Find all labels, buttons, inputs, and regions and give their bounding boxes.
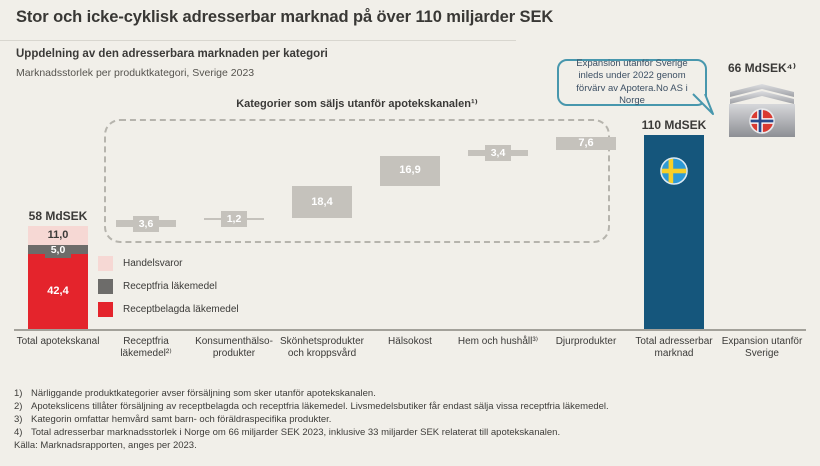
stacked-segment (28, 226, 88, 246)
bar-value-chip: 1,2 (221, 211, 247, 228)
title-divider (0, 40, 516, 41)
legend-item: Receptfria läkemedel (98, 279, 239, 294)
group-box-outline (104, 119, 610, 243)
legend-item: Handelsvaror (98, 256, 239, 271)
expansion-box (729, 104, 795, 137)
group-box-heading: Kategorier som säljs utanför apotekskana… (236, 98, 478, 110)
waterfall-bar (556, 136, 616, 150)
axis-label: Hälsokost (388, 336, 432, 347)
chart-description: Marknadsstorlek per produktkategori, Sve… (16, 67, 255, 79)
axis-label: Skönhetsprodukter och kroppsvård (280, 336, 364, 359)
x-axis-line (14, 329, 806, 331)
source-text: Källa: Marknadsrapporten, anges per 2023… (14, 440, 197, 451)
norway-flag-icon (749, 107, 775, 134)
sweden-flag-icon (660, 157, 688, 185)
callout-bubble: Expansion utanför Sverige inleds under 2… (557, 57, 707, 106)
footnote-number: 2) (14, 401, 23, 412)
total-bar-value-label: 110 MdSEK (641, 118, 707, 132)
stacked-segment (28, 254, 88, 329)
bar-value-label: 18,4 (311, 195, 333, 208)
footnote: 4) Total adresserbar marknadsstorlek i N… (14, 426, 798, 439)
footnote: 2) Apotekslicens tillåter försäljning av… (14, 400, 798, 413)
expansion-chevrons-icon (730, 84, 794, 104)
legend-label: Handelsvaror (123, 258, 183, 269)
chart-subtitle: Uppdelning av den adresserbara marknaden… (16, 48, 328, 60)
expansion-value-label: 66 MdSEK⁴⁾ (727, 61, 797, 75)
legend-label: Receptfria läkemedel (123, 281, 217, 292)
waterfall-bar (380, 155, 440, 186)
footnote-text: Kategorin omfattar hemvård samt barn- oc… (31, 414, 332, 425)
bar-value-chip: 5,0 (45, 241, 71, 258)
axis-label: Djurprodukter (555, 336, 617, 347)
axis-label: Hem och hushåll³⁾ (457, 336, 539, 347)
axis-label: Receptfria läkemedel²⁾ (120, 336, 172, 359)
start-bar-total-label: 58 MdSEK (28, 209, 88, 223)
bar-value-label: 11,0 (47, 229, 69, 241)
footnote: 3) Kategorin omfattar hemvård samt barn-… (14, 413, 798, 426)
legend-item: Receptbelagda läkemedel (98, 302, 239, 317)
callout-tail-icon (692, 93, 714, 115)
axis-label: Total adresserbar marknad (635, 336, 713, 359)
bar-value-label: 42,4 (47, 285, 69, 298)
legend: Handelsvaror Receptfria läkemedel Recept… (98, 256, 239, 325)
bar-value-label: 16,9 (399, 163, 421, 176)
axis-label: Konsumenthälso-produkter (195, 336, 273, 359)
bar-value-chip: 3,6 (133, 215, 159, 232)
footnote-number: 3) (14, 414, 23, 425)
waterfall-bar (292, 185, 352, 219)
axis-label: Total apotekskanal (16, 336, 100, 347)
legend-label: Receptbelagda läkemedel (123, 304, 239, 315)
footnote-number: 4) (14, 427, 23, 438)
footnotes: 1) Närliggande produktkategorier avser f… (14, 387, 798, 452)
legend-swatch-receptfria (98, 279, 113, 294)
legend-swatch-handelsvaror (98, 256, 113, 271)
bar-value-label: 7,6 (578, 136, 594, 149)
footnote-text: Total adresserbar marknadsstorlek i Norg… (31, 427, 561, 438)
footnote-number: 1) (14, 388, 23, 399)
callout-text: Expansion utanför Sverige inleds under 2… (576, 57, 688, 106)
footnote: 1) Närliggande produktkategorier avser f… (14, 387, 798, 400)
legend-swatch-receptbelagda (98, 302, 113, 317)
bar-value-chip: 3,4 (485, 144, 511, 161)
footnote-text: Apotekslicens tillåter försäljning av re… (31, 401, 609, 412)
footnote-text: Närliggande produktkategorier avser förs… (31, 388, 376, 399)
source-line: Källa: Marknadsrapporten, anges per 2023… (14, 439, 798, 452)
page-title: Stor och icke-cyklisk adresserbar markna… (16, 8, 554, 26)
axis-label: Expansion utanför Sverige (721, 336, 803, 359)
